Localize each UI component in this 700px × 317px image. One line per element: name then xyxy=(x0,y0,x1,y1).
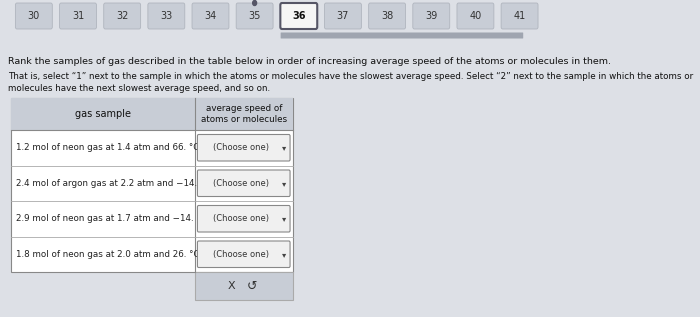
Text: Rank the samples of gas described in the table below in order of increasing aver: Rank the samples of gas described in the… xyxy=(8,57,611,66)
Text: ▾: ▾ xyxy=(282,250,286,259)
FancyBboxPatch shape xyxy=(197,170,290,197)
Text: 1.2 mol of neon gas at 1.4 atm and 66. °C: 1.2 mol of neon gas at 1.4 atm and 66. °… xyxy=(15,143,199,152)
Text: 40: 40 xyxy=(469,11,482,21)
Text: 35: 35 xyxy=(248,11,261,21)
Text: 41: 41 xyxy=(513,11,526,21)
Bar xyxy=(11,98,293,272)
Text: ▾: ▾ xyxy=(282,179,286,188)
FancyBboxPatch shape xyxy=(501,3,538,29)
FancyBboxPatch shape xyxy=(197,241,290,268)
Text: 34: 34 xyxy=(204,11,216,21)
FancyBboxPatch shape xyxy=(15,3,52,29)
Text: 31: 31 xyxy=(72,11,84,21)
FancyBboxPatch shape xyxy=(236,3,273,29)
FancyBboxPatch shape xyxy=(413,3,449,29)
Text: 30: 30 xyxy=(28,11,40,21)
FancyBboxPatch shape xyxy=(104,3,141,29)
Text: 39: 39 xyxy=(425,11,438,21)
Text: 36: 36 xyxy=(292,11,305,21)
FancyBboxPatch shape xyxy=(60,3,97,29)
FancyBboxPatch shape xyxy=(280,3,317,29)
Text: ▾: ▾ xyxy=(282,143,286,152)
Text: ▾: ▾ xyxy=(282,214,286,223)
Text: (Choose one): (Choose one) xyxy=(213,214,269,223)
Text: (Choose one): (Choose one) xyxy=(213,179,269,188)
Text: 32: 32 xyxy=(116,11,128,21)
Text: (Choose one): (Choose one) xyxy=(213,143,269,152)
Text: gas sample: gas sample xyxy=(75,109,131,119)
Text: 37: 37 xyxy=(337,11,349,21)
FancyBboxPatch shape xyxy=(192,3,229,29)
Bar xyxy=(195,272,293,300)
Text: 2.9 mol of neon gas at 1.7 atm and −14. °C: 2.9 mol of neon gas at 1.7 atm and −14. … xyxy=(15,214,206,223)
FancyBboxPatch shape xyxy=(148,3,185,29)
Text: average speed of
atoms or molecules: average speed of atoms or molecules xyxy=(201,104,287,124)
Text: 33: 33 xyxy=(160,11,172,21)
FancyBboxPatch shape xyxy=(197,205,290,232)
Circle shape xyxy=(253,1,257,5)
FancyBboxPatch shape xyxy=(325,3,361,29)
Text: (Choose one): (Choose one) xyxy=(213,250,269,259)
Text: 2.4 mol of argon gas at 2.2 atm and −14. °C: 2.4 mol of argon gas at 2.2 atm and −14.… xyxy=(15,179,210,188)
Text: 1.8 mol of neon gas at 2.0 atm and 26. °C: 1.8 mol of neon gas at 2.0 atm and 26. °… xyxy=(15,250,199,259)
Text: ↺: ↺ xyxy=(246,280,257,293)
Text: X: X xyxy=(228,281,236,291)
FancyBboxPatch shape xyxy=(197,134,290,161)
FancyBboxPatch shape xyxy=(369,3,405,29)
Text: molecules have the next slowest average speed, and so on.: molecules have the next slowest average … xyxy=(8,84,270,93)
Bar xyxy=(11,98,293,130)
FancyBboxPatch shape xyxy=(457,3,494,29)
Text: 38: 38 xyxy=(381,11,393,21)
FancyBboxPatch shape xyxy=(281,33,523,38)
Text: That is, select “1” next to the sample in which the atoms or molecules have the : That is, select “1” next to the sample i… xyxy=(8,72,693,81)
